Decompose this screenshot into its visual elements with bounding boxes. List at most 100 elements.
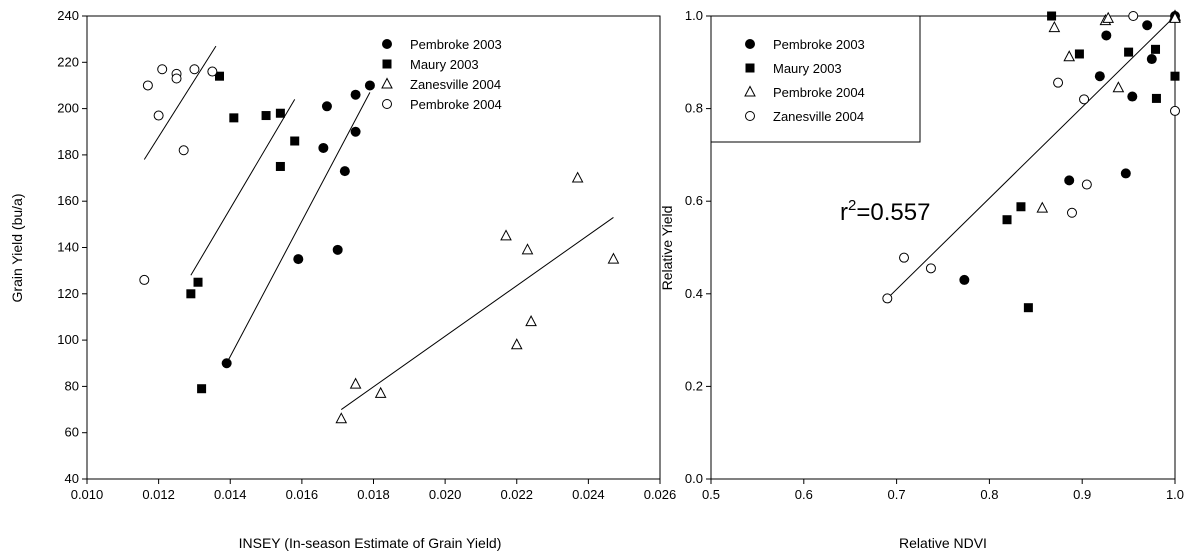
data-point [178, 145, 189, 156]
data-point [275, 108, 285, 118]
data-point [1151, 93, 1161, 103]
x-tick-label: 0.014 [214, 487, 247, 502]
x-tick-label: 1.0 [1166, 487, 1184, 502]
x-tick-label: 0.026 [644, 487, 677, 502]
data-point [350, 89, 361, 100]
y-axis-label: Grain Yield (bu/a) [9, 194, 25, 303]
x-tick-label: 0.7 [888, 487, 906, 502]
data-point [899, 252, 910, 263]
data-point [1120, 168, 1131, 179]
x-tick-label: 0.016 [286, 487, 319, 502]
insey-chart: 0.010 0.012 0.014 0.016 0.018 0.020 0.022 0.024… [9, 8, 676, 551]
series-fit-line [143, 45, 217, 160]
x-tick-label: 0.024 [572, 487, 605, 502]
legend-label: Pembroke 2004 [773, 85, 865, 100]
legend-label: Maury 2003 [410, 57, 479, 72]
data-point [229, 113, 239, 123]
data-point [1101, 30, 1112, 41]
x-tick-label: 0.9 [1073, 487, 1091, 502]
data-point [1146, 54, 1157, 65]
data-point [221, 358, 232, 369]
data-point [500, 229, 512, 241]
y-tick-label: 0.8 [685, 101, 703, 116]
y-tick-label: 0.2 [685, 378, 703, 393]
data-point [207, 66, 218, 77]
x-tick-label: 0.6 [795, 487, 813, 502]
data-point [1127, 91, 1138, 102]
data-point [153, 110, 164, 121]
y-tick-label: 100 [57, 332, 79, 347]
x-axis-label: INSEY (In-season Estimate of Grain Yield… [239, 535, 502, 551]
data-point [1102, 11, 1115, 23]
y-tick-label: 0.4 [685, 286, 703, 301]
x-tick-label: 0.5 [702, 487, 720, 502]
legend-marker [382, 99, 392, 109]
data-point [349, 377, 362, 389]
data-point [1094, 71, 1105, 82]
data-point [1128, 11, 1139, 21]
legend-marker [382, 59, 392, 69]
series-fit-line [226, 92, 371, 364]
y-tick-label: 0.6 [685, 193, 703, 208]
data-point [1081, 179, 1092, 190]
data-point [1016, 202, 1026, 212]
y-tick-label: 240 [57, 8, 79, 23]
legend-marker [745, 111, 755, 121]
data-point [171, 73, 182, 84]
data-point [1063, 50, 1076, 62]
legend-marker [744, 85, 756, 97]
data-point [1036, 201, 1049, 213]
data-point [364, 80, 375, 91]
data-point [1079, 94, 1090, 105]
fit-line [886, 15, 1176, 299]
r-squared-value: =0.557 [856, 199, 930, 226]
y-tick-label: 180 [57, 147, 79, 162]
legend-label: Zanesville 2004 [773, 109, 864, 124]
y-tick-label: 160 [57, 193, 79, 208]
data-point [1142, 20, 1153, 31]
y-tick-label: 0.0 [685, 471, 703, 486]
y-tick-label: 60 [65, 425, 79, 440]
data-point [1170, 71, 1180, 81]
legend-marker [382, 39, 392, 49]
data-point [321, 101, 332, 112]
data-point [1151, 44, 1161, 54]
r-squared-superscript: 2 [848, 197, 856, 214]
x-tick-label: 0.022 [500, 487, 533, 502]
data-point [374, 386, 387, 398]
data-point [882, 293, 893, 304]
data-point [1169, 11, 1181, 23]
data-point [157, 64, 168, 75]
data-point [335, 412, 348, 424]
data-point [1048, 21, 1061, 33]
data-point [293, 254, 304, 265]
y-tick-label: 40 [65, 471, 79, 486]
data-point [1053, 77, 1064, 88]
data-point [186, 289, 196, 299]
series-fit-line [340, 216, 614, 410]
data-point [332, 244, 343, 255]
data-point [607, 252, 620, 264]
x-tick-label: 0.020 [429, 487, 462, 502]
y-tick-label: 80 [65, 378, 79, 393]
data-point [193, 277, 203, 287]
legend-label: Maury 2003 [773, 61, 842, 76]
data-point [318, 142, 329, 153]
legend-label: Pembroke 2003 [773, 37, 865, 52]
data-point [215, 71, 225, 81]
data-point [1023, 303, 1033, 313]
data-point [510, 338, 523, 350]
data-point [1112, 81, 1125, 93]
data-point [197, 384, 207, 394]
legend-marker [745, 63, 755, 73]
data-point [1002, 215, 1012, 225]
data-point [275, 161, 285, 171]
legend-label: Zanesville 2004 [410, 77, 501, 92]
ndvi-chart: 0.5 0.6 0.7 0.8 0.9 1.0 0.0 0.2 0.4 0.6 0.8 1.0 Pemb… [659, 8, 1184, 551]
data-point [339, 166, 350, 177]
legend-marker [381, 77, 393, 89]
data-point [142, 80, 153, 91]
y-tick-label: 140 [57, 240, 79, 255]
plot-frame [710, 15, 1176, 480]
